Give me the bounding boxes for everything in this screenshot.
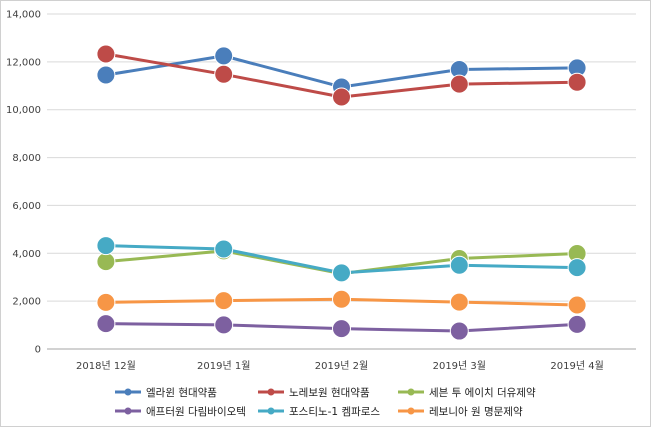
- x-tick-label: 2019년 4월: [550, 360, 603, 372]
- legend-label: 애프터원 다림바이오텍: [146, 406, 246, 418]
- data-point: [96, 236, 116, 256]
- data-point: [96, 44, 116, 64]
- x-tick-label: 2019년 3월: [433, 360, 486, 372]
- data-point: [214, 291, 234, 311]
- y-tick-label: 2,000: [12, 297, 41, 308]
- data-point: [567, 314, 587, 334]
- legend-item: 레보니아 원 명문제약: [398, 406, 523, 418]
- data-point: [567, 295, 587, 315]
- legend-swatch-marker: [407, 407, 415, 415]
- legend-label: 세븐 투 에이치 더유제약: [429, 387, 536, 399]
- series-2: [96, 44, 587, 107]
- y-tick-label: 12,000: [6, 57, 41, 68]
- legend-item: 세븐 투 에이치 더유제약: [398, 387, 536, 399]
- data-point: [96, 252, 116, 272]
- series-5: [96, 236, 587, 283]
- legend-label: 레보니아 원 명문제약: [429, 406, 523, 418]
- data-point: [567, 72, 587, 92]
- legend-swatch-marker: [124, 388, 132, 396]
- data-point: [332, 319, 351, 339]
- data-point: [96, 292, 116, 312]
- data-point: [332, 87, 351, 107]
- legend-swatch-marker: [124, 407, 132, 415]
- data-point: [96, 65, 116, 85]
- x-tick-label: 2019년 2월: [315, 360, 368, 372]
- y-tick-label: 6,000: [12, 201, 41, 212]
- legend-swatch-marker: [407, 388, 415, 396]
- data-point: [96, 314, 116, 334]
- x-tick-label: 2019년 1월: [197, 360, 250, 372]
- data-point: [449, 74, 469, 94]
- gridlines: [47, 13, 636, 350]
- legend-label: 엘라윈 현대약품: [146, 386, 217, 399]
- legend-label: 노레보원 현대약품: [289, 387, 370, 399]
- data-point: [449, 321, 469, 341]
- legend-item: 엘라윈 현대약품: [115, 386, 217, 399]
- y-tick-label: 14,000: [6, 10, 41, 21]
- data-point: [214, 315, 234, 335]
- data-point: [332, 263, 351, 283]
- legend-item: 포스티노-1 켐파로스: [258, 406, 380, 418]
- y-tick-label: 4,000: [12, 249, 41, 260]
- legend-swatch-marker: [267, 407, 275, 415]
- series-6: [96, 289, 587, 315]
- legend-item: 노레보원 현대약품: [258, 387, 370, 399]
- data-point: [332, 289, 351, 309]
- y-tick-label: 10,000: [6, 105, 41, 116]
- legend-item: 애프터원 다림바이오텍: [115, 406, 246, 418]
- data-point: [214, 46, 234, 66]
- x-tick-label: 2018년 12월: [76, 360, 136, 372]
- data-point: [449, 292, 469, 312]
- x-axis-ticks: 2018년 12월 2019년 1월 2019년 2월 2019년 3월 2019년 4…: [76, 360, 604, 372]
- y-tick-label: 8,000: [12, 153, 41, 164]
- y-tick-label: 0: [35, 345, 41, 356]
- data-point: [214, 239, 234, 259]
- legend-swatch-marker: [267, 388, 275, 396]
- data-point: [449, 255, 469, 275]
- y-axis-ticks: 0 2,000 4,000 6,000 8,000 10,000 12,000 14,000: [6, 10, 41, 356]
- legend-label: 포스티노-1 켐파로스: [289, 406, 380, 418]
- data-point: [214, 64, 234, 84]
- series-4: [96, 314, 587, 341]
- data-point: [567, 258, 587, 278]
- series-group: [96, 44, 587, 341]
